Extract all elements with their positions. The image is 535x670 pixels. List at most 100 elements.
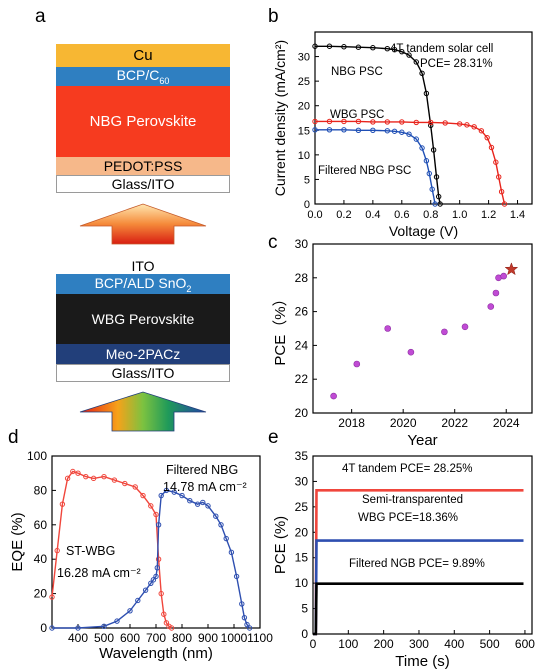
nbg-psc-point: [312, 43, 318, 49]
filtered-nbg-psc-point: [326, 127, 333, 133]
x-tick-label: 600: [515, 637, 535, 651]
wbg-psc-point: [478, 128, 485, 134]
filtered-nbg-psc-line: [315, 129, 436, 205]
nbg-psc-point: [435, 193, 442, 200]
y-axis-label: EQE (%): [9, 512, 26, 571]
filtered-nbg-point: [205, 503, 211, 509]
wbg-perovskite-layer-label: WBG Perovskite: [91, 311, 195, 327]
filtered-nbg-psc-point: [399, 129, 405, 135]
y-tick-label: 0: [40, 621, 47, 635]
pce-data-point: [441, 328, 448, 336]
filtered-nbg-point: [150, 577, 157, 583]
filtered-nbg-psc-point: [419, 145, 425, 151]
pce-data-point: [500, 272, 507, 280]
filtered-nbg-point: [154, 565, 161, 571]
y-tick-label: 24: [295, 338, 309, 352]
st-wbg-point: [70, 468, 76, 475]
x-tick-label: 100: [338, 637, 358, 651]
st-wbg-point: [75, 470, 81, 476]
nbg-psc-point: [430, 147, 437, 153]
x-tick-label: 1.4: [510, 209, 525, 221]
pce-data-point: [384, 325, 392, 332]
panel-b-letter: b: [268, 6, 279, 27]
filtered-nbg-point: [200, 499, 206, 506]
x-tick-label: 200: [374, 637, 394, 651]
annotation-filtered-nbg: Filtered NBG: [166, 463, 238, 477]
glass-ito-bottom-layer-label: Glass/ITO: [111, 365, 175, 381]
nbg-psc-point: [391, 46, 398, 53]
glass-ito-bottom-layer: Glass/ITO: [56, 364, 230, 382]
x-tick-label: 400: [444, 637, 464, 651]
wbg-psc-point: [471, 124, 477, 130]
filtered-nbg-point: [218, 522, 224, 528]
y-tick-label: 30: [295, 474, 309, 488]
filtered-nbg-point: [158, 492, 164, 499]
nbg-psc-line: [315, 45, 441, 205]
y-tick-label: 20: [34, 587, 48, 601]
wbg-psc-point: [399, 119, 405, 125]
st-wbg-point: [153, 511, 159, 518]
x-tick-label: 0.2: [336, 209, 351, 221]
filtered-nbg-point: [239, 601, 245, 607]
nbg-psc-point: [399, 48, 405, 55]
filtered-nbg-line: [52, 489, 251, 629]
cu-layer: Cu: [56, 44, 230, 67]
annotation-tandem-pce: PCE= 28.31%: [420, 58, 493, 70]
bcp-sno2-layer: BCP/ALD SnO2: [56, 274, 230, 294]
st-wbg-point: [148, 503, 154, 509]
y-tick-label: 26: [295, 305, 309, 319]
annotation-st-wbg: ST-WBG: [66, 544, 115, 558]
st-wbg-point: [168, 625, 175, 631]
filtered-nbg-point: [233, 573, 240, 580]
semi-transparent-wbg-line: [313, 539, 524, 636]
pce-data-point: [407, 348, 415, 356]
nbg-perovskite-layer-label: NBG Perovskite: [89, 113, 197, 130]
glass-ito-top-layer-label: Glass/ITO: [111, 176, 175, 192]
nbg-psc-point: [433, 174, 440, 180]
y-axis-label: PCE (%): [272, 516, 289, 574]
st-wbg-point: [122, 480, 128, 487]
filtered-nbg-point: [228, 549, 235, 556]
y-tick-label: 10: [295, 576, 309, 590]
x-axis-label: Wavelength (nm): [99, 645, 213, 662]
wbg-psc-point: [370, 119, 376, 125]
annotation-filtered-nbg-jsc: 14.78 mA cm⁻²: [163, 480, 247, 494]
wbg-psc-point: [484, 134, 490, 141]
filtered-nbg-psc-point: [426, 170, 432, 177]
y-tick-label: 22: [295, 372, 309, 386]
legend-filtered-nbg-psc: Filtered NBG PSC: [318, 165, 411, 177]
nbg-psc-point: [406, 52, 412, 58]
y-tick-label: 30: [295, 237, 309, 251]
y-tick-label: 0: [301, 627, 308, 641]
panel-a-letter: a: [35, 6, 46, 27]
nbg-psc-point: [370, 45, 376, 51]
x-tick-label: 600: [120, 631, 140, 645]
pce-data-point: [487, 303, 495, 310]
annotation-tandem-title: 4T tandem solar cell: [390, 43, 493, 55]
wbg-psc-point: [493, 159, 499, 165]
panel-d-letter: d: [8, 427, 19, 448]
plot-frame: [314, 31, 533, 205]
y-tick-label: 25: [295, 500, 309, 514]
wbg-perovskite-layer: WBG Perovskite: [56, 294, 230, 344]
y-tick-label: 60: [34, 518, 48, 532]
filtered-nbg-point: [114, 618, 120, 624]
filtered-nbg-point: [244, 621, 250, 628]
cu-layer-label: Cu: [133, 47, 153, 64]
x-tick-label: 2024: [493, 416, 520, 430]
x-tick-label: 900: [198, 631, 218, 645]
filtered-nbg-point: [213, 513, 219, 519]
filtered-nbg-point: [246, 625, 253, 631]
nbg-perovskite-layer: NBG Perovskite: [56, 86, 230, 157]
y-tick-label: 25: [298, 76, 310, 88]
label-filtered-ngb: Filtered NGB PCE= 9.89%: [349, 558, 485, 570]
nbg-psc-point: [428, 122, 434, 129]
nbg-psc-point: [326, 43, 333, 49]
wbg-psc-point: [488, 144, 495, 151]
filtered-nbg-point: [75, 625, 81, 631]
bcp-c60-layer: BCP/C60: [56, 67, 230, 86]
meo-2pacz-layer: Meo-2PACz: [56, 344, 230, 364]
y-tick-label: 10: [298, 150, 310, 162]
